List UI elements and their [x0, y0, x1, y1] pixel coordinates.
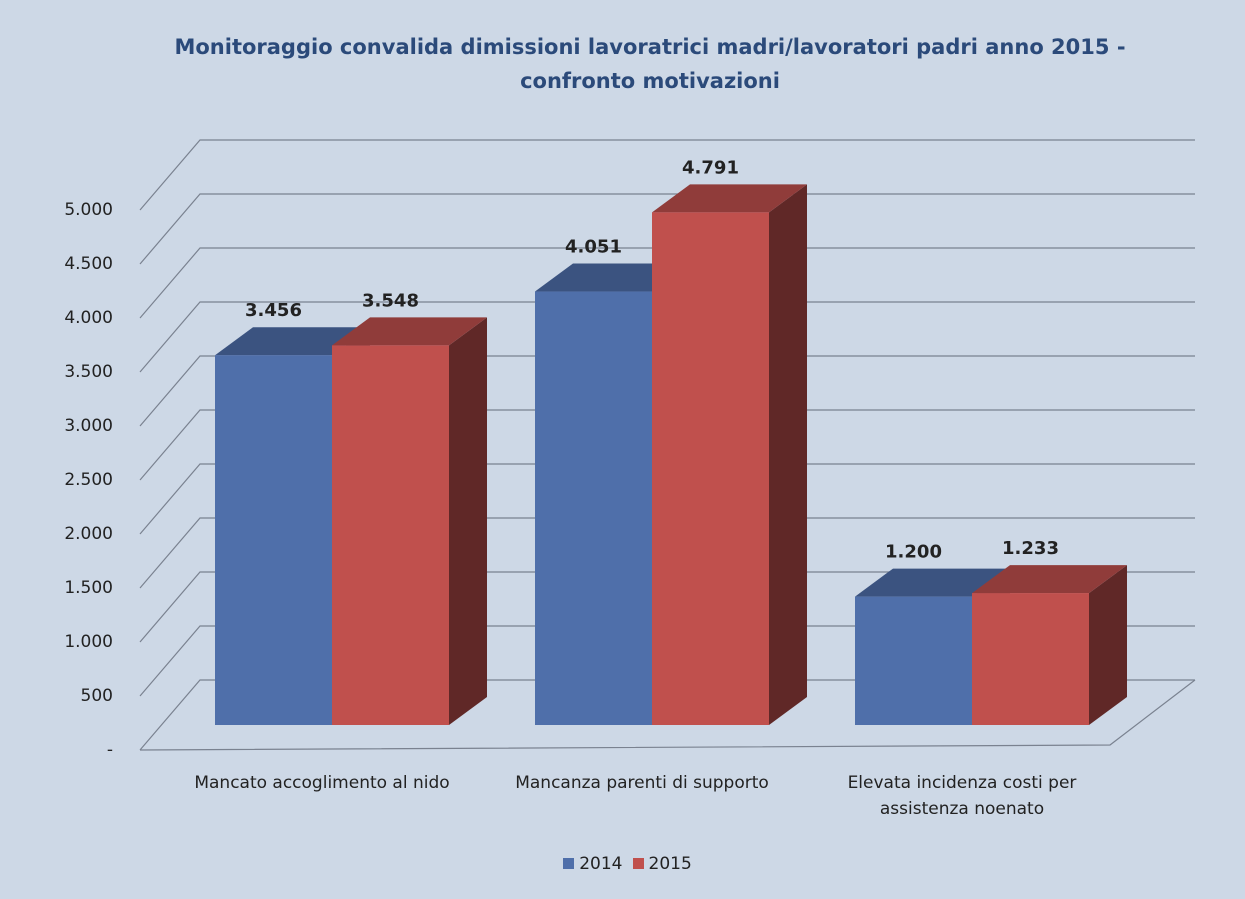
- y-tick-label: 4.500: [64, 254, 113, 274]
- bar-top: [535, 263, 690, 292]
- bar-side: [769, 184, 807, 725]
- y-tick-label: 1.000: [64, 632, 113, 652]
- legend: 2014 2015: [0, 854, 1245, 874]
- y-tick-label: 1.500: [64, 578, 113, 598]
- grid-line: [139, 463, 1195, 535]
- x-tick-label: Mancato accoglimento al nido: [194, 773, 450, 793]
- grid-line: [139, 301, 1195, 373]
- bar: [855, 596, 972, 725]
- grid-line: [139, 193, 1195, 265]
- legend-swatch: [632, 858, 644, 869]
- data-label: 4.791: [682, 157, 739, 178]
- data-label: 3.456: [245, 300, 302, 321]
- floor: [139, 679, 1196, 751]
- legend-label: 2015: [648, 854, 692, 874]
- y-tick-label: 3.500: [64, 362, 113, 382]
- y-tick-label: 3.000: [64, 416, 113, 436]
- y-tick-label: 2.500: [64, 470, 113, 490]
- data-label: 1.200: [885, 542, 942, 563]
- y-tick-label: -: [107, 740, 113, 760]
- data-label: 3.548: [362, 290, 419, 311]
- y-tick-label: 2.000: [64, 524, 113, 544]
- data-label: 4.051: [565, 237, 622, 258]
- grid-line: [139, 355, 1195, 427]
- bar-side: [449, 317, 487, 725]
- bar-top: [332, 317, 487, 346]
- y-tick-label: 500: [81, 686, 113, 706]
- data-label: 1.233: [1002, 538, 1059, 559]
- bar: [332, 345, 449, 725]
- chart-title: Monitoraggio convalida dimissioni lavora…: [174, 35, 1126, 93]
- x-tick-label: Elevata incidenza costi per assistenza n…: [847, 773, 1077, 819]
- bar-top: [215, 327, 370, 356]
- bar: [215, 355, 332, 725]
- y-tick-label: 4.000: [64, 308, 113, 328]
- bar-side: [1089, 565, 1127, 725]
- grid-line: [139, 247, 1195, 319]
- legend-label: 2014: [579, 854, 623, 874]
- grid-line: [139, 139, 1195, 211]
- y-tick-label: 5.000: [64, 200, 113, 220]
- bar-top: [652, 184, 807, 213]
- legend-swatch: [563, 858, 575, 869]
- grid-line: [139, 517, 1195, 589]
- x-tick-label: Mancanza parenti di supporto: [515, 773, 769, 793]
- grid-line: [139, 409, 1195, 481]
- bar-top: [972, 565, 1127, 594]
- bar-top: [855, 568, 1010, 597]
- bar: [535, 291, 652, 725]
- bar: [652, 212, 769, 725]
- bar: [972, 593, 1089, 725]
- grid-line: [139, 571, 1195, 643]
